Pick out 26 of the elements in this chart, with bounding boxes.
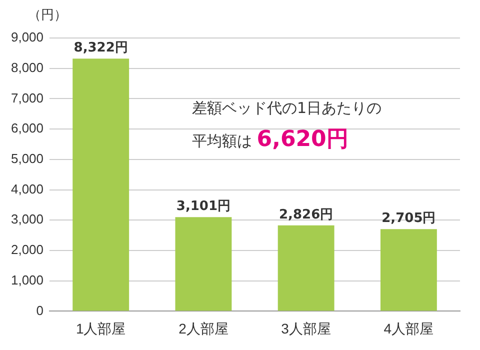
bar	[72, 58, 130, 311]
y-tick-label: 6,000	[10, 120, 44, 136]
x-tick-label: 3人部屋	[281, 320, 331, 336]
y-tick-label: 8,000	[10, 60, 44, 75]
data-label: 3,101円	[176, 198, 231, 214]
x-tick-label: 4人部屋	[384, 320, 434, 336]
annotation: 6,620円	[256, 127, 348, 152]
data-label: 8,322円	[74, 40, 128, 56]
y-tick-label: 9,000	[10, 30, 44, 45]
y-axis-title: （円）	[28, 7, 67, 24]
y-tick-label: 2,000	[10, 242, 44, 258]
annotation: 平均額は	[192, 132, 252, 150]
y-tick-label: 1,000	[10, 272, 44, 288]
x-tick-label: 2人部屋	[178, 320, 228, 336]
annotation: 差額ベッド代の1日あたりの	[192, 99, 382, 117]
y-tick-label: 0	[36, 302, 44, 318]
x-tick-label: 1人部屋	[76, 320, 126, 336]
y-tick-label: 4,000	[10, 181, 44, 196]
y-tick-label: 7,000	[10, 90, 44, 106]
bar	[380, 229, 437, 311]
data-label: 2,826円	[279, 207, 334, 222]
bar	[175, 217, 232, 311]
bar	[278, 225, 334, 311]
y-tick-label: 3,000	[10, 212, 44, 227]
y-tick-label: 5,000	[10, 151, 44, 166]
data-label: 2,705円	[382, 210, 436, 226]
